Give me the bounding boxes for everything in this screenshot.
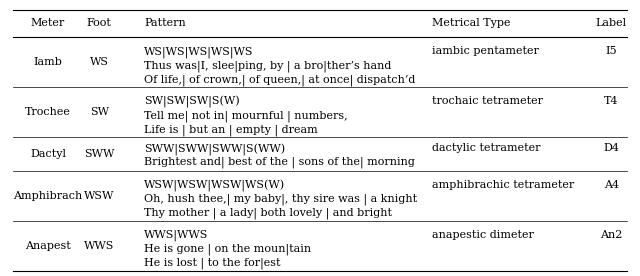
Text: Amphibrach: Amphibrach <box>13 191 83 201</box>
Text: Iamb: Iamb <box>33 57 63 67</box>
Text: Foot: Foot <box>87 18 111 28</box>
Text: Metrical Type: Metrical Type <box>432 18 511 28</box>
Text: Dactyl: Dactyl <box>30 149 66 159</box>
Text: Tell me| not in| mournful | numbers,: Tell me| not in| mournful | numbers, <box>144 110 348 122</box>
Text: A4: A4 <box>604 180 619 190</box>
Text: WS: WS <box>90 57 109 67</box>
Text: SW|SW|SW|S(W): SW|SW|SW|S(W) <box>144 96 239 108</box>
Text: SW: SW <box>90 107 109 117</box>
Text: WWS: WWS <box>84 241 115 251</box>
Text: Thus was|I, slee|ping, by | a bro|ther’s hand: Thus was|I, slee|ping, by | a bro|ther’s… <box>144 60 392 72</box>
Text: Anapest: Anapest <box>25 241 71 251</box>
Text: Trochee: Trochee <box>25 107 71 117</box>
Text: T4: T4 <box>604 96 618 106</box>
Text: WSW: WSW <box>84 191 115 201</box>
Text: anapestic dimeter: anapestic dimeter <box>432 230 534 240</box>
Text: dactylic tetrameter: dactylic tetrameter <box>432 144 541 153</box>
Text: Oh, hush thee,| my baby|, thy sire was | a knight: Oh, hush thee,| my baby|, thy sire was |… <box>144 194 417 205</box>
Text: Pattern: Pattern <box>144 18 186 28</box>
Text: trochaic tetrameter: trochaic tetrameter <box>432 96 543 106</box>
Text: Brightest and| best of the | sons of the| morning: Brightest and| best of the | sons of the… <box>144 156 415 168</box>
Text: WSW|WSW|WSW|WS(W): WSW|WSW|WSW|WS(W) <box>144 180 285 192</box>
Text: He is gone | on the moun|tain: He is gone | on the moun|tain <box>144 244 311 255</box>
Text: WS|WS|WS|WS|WS: WS|WS|WS|WS|WS <box>144 46 253 58</box>
Text: An2: An2 <box>600 230 622 240</box>
Text: He is lost | to the for|est: He is lost | to the for|est <box>144 258 280 269</box>
Text: SWW|SWW|SWW|S(WW): SWW|SWW|SWW|S(WW) <box>144 144 285 155</box>
Text: Meter: Meter <box>31 18 65 28</box>
Text: amphibrachic tetrameter: amphibrachic tetrameter <box>432 180 574 190</box>
Text: D4: D4 <box>603 144 619 153</box>
Text: I5: I5 <box>605 46 617 56</box>
Text: iambic pentameter: iambic pentameter <box>432 46 539 56</box>
Text: Label: Label <box>596 18 627 28</box>
Text: SWW: SWW <box>84 149 115 159</box>
Text: Of life,| of crown,| of queen,| at once| dispatch’d: Of life,| of crown,| of queen,| at once|… <box>144 74 415 86</box>
Text: Life is | but an | empty | dream: Life is | but an | empty | dream <box>144 124 317 136</box>
Text: Thy mother | a lady| both lovely | and bright: Thy mother | a lady| both lovely | and b… <box>144 208 392 219</box>
Text: WWS|WWS: WWS|WWS <box>144 230 209 242</box>
